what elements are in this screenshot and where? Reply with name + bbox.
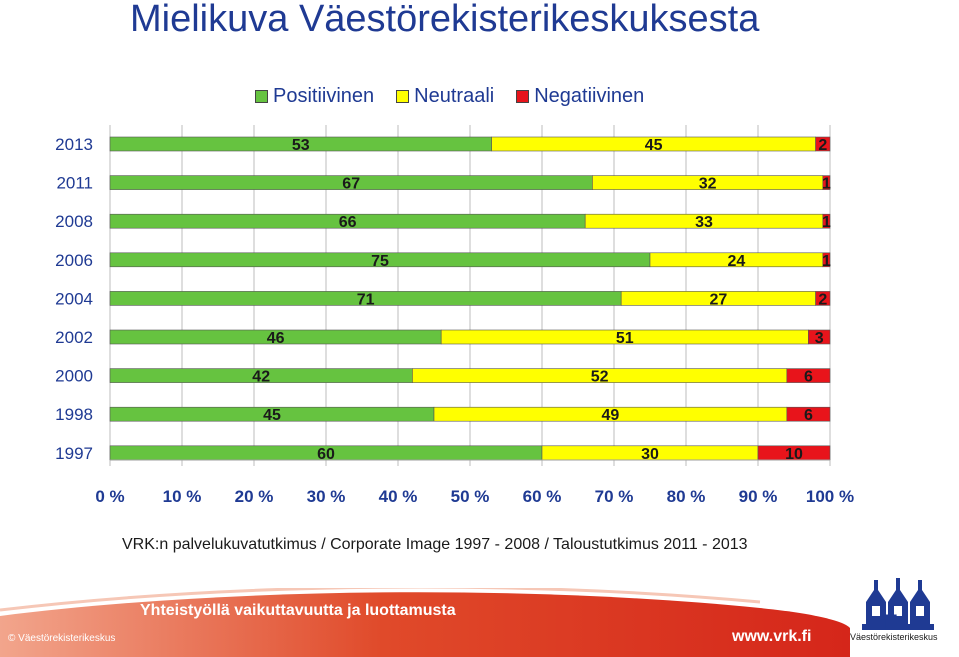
data-label-positive: 71 <box>357 291 375 308</box>
logo-caption: Väestörekisterikeskus <box>850 632 938 642</box>
legend-swatch-neutral <box>396 89 410 103</box>
data-label-neutral: 24 <box>728 253 746 270</box>
data-label-neutral: 49 <box>602 407 620 424</box>
bar-segment-negative <box>815 291 831 306</box>
chart-legend: Positiivinen Neutraali Negatiivinen <box>255 83 644 109</box>
bar-segment-negative <box>786 368 831 383</box>
bar-segment-negative <box>786 406 831 422</box>
x-tick-label: 40 % <box>379 487 418 506</box>
data-label-negative: 2 <box>818 137 827 154</box>
data-label-positive: 45 <box>263 407 281 424</box>
data-label-positive: 75 <box>371 253 389 270</box>
data-label-negative: 6 <box>804 369 813 386</box>
x-tick-label: 60 % <box>523 487 562 506</box>
data-label-neutral: 51 <box>616 330 634 347</box>
category-label: 2013 <box>55 135 93 154</box>
legend-item-neutral: Neutraali <box>396 85 494 108</box>
legend-item-negative: Negatiivinen <box>516 85 644 108</box>
category-label: 2011 <box>56 174 93 193</box>
footer-slogan: Yhteistyöllä vaikuttavuutta ja luottamus… <box>140 602 456 619</box>
x-tick-label: 10 % <box>163 487 202 506</box>
data-label-neutral: 30 <box>641 446 659 463</box>
data-label-negative: 3 <box>815 330 824 347</box>
x-tick-label: 0 % <box>95 487 124 506</box>
legend-swatch-negative <box>516 89 530 103</box>
legend-label-neutral: Neutraali <box>414 84 495 107</box>
data-label-negative: 10 <box>785 446 803 463</box>
x-tick-label: 20 % <box>235 487 274 506</box>
data-label-negative: 1 <box>822 176 831 193</box>
x-tick-label: 90 % <box>739 487 778 506</box>
bar-segment-negative <box>815 136 831 152</box>
category-label: 2000 <box>55 367 93 386</box>
data-label-positive: 46 <box>267 330 285 347</box>
footer-background <box>0 588 850 657</box>
bar-segment-negative <box>822 213 831 229</box>
bar-segment-negative <box>822 252 831 268</box>
data-label-neutral: 45 <box>645 137 663 154</box>
data-label-positive: 42 <box>252 369 270 386</box>
data-label-positive: 67 <box>342 176 360 193</box>
data-label-negative: 2 <box>818 291 827 308</box>
footer-copyright: © Väestörekisterikeskus <box>8 633 116 644</box>
category-label: 1997 <box>55 444 93 463</box>
page-title: Mielikuva Väestörekisterikeskuksesta <box>130 0 760 40</box>
data-label-positive: 53 <box>292 137 310 154</box>
data-label-negative: 6 <box>804 407 813 424</box>
bar-segment-negative <box>808 329 831 345</box>
category-label: 1998 <box>55 405 93 424</box>
x-tick-label: 30 % <box>307 487 346 506</box>
data-label-neutral: 32 <box>699 176 717 193</box>
vrk-logo: F <box>862 578 934 635</box>
data-label-positive: 66 <box>339 214 357 231</box>
x-tick-label: 80 % <box>667 487 706 506</box>
data-label-neutral: 33 <box>695 214 713 231</box>
legend-item-positive: Positiivinen <box>255 85 374 108</box>
x-tick-label: 50 % <box>451 487 490 506</box>
category-label: 2006 <box>55 251 93 270</box>
legend-swatch-positive <box>255 89 268 103</box>
footer-website-link[interactable]: www.vrk.fi <box>732 628 812 645</box>
data-label-negative: 1 <box>822 214 831 231</box>
source-note: VRK:n palvelukuvatutkimus / Corporate Im… <box>122 536 748 553</box>
category-label: 2008 <box>55 212 93 231</box>
category-label: 2004 <box>55 289 93 308</box>
data-label-negative: 1 <box>822 253 831 270</box>
svg-text:F: F <box>884 610 897 635</box>
legend-label-positive: Positiivinen <box>273 84 375 107</box>
bar-segment-negative <box>822 175 831 190</box>
x-tick-label: 70 % <box>595 487 634 506</box>
data-label-neutral: 27 <box>710 291 728 308</box>
footer-banner: Yhteistyöllä vaikuttavuutta ja luottamus… <box>0 588 959 657</box>
x-tick-label: 100 % <box>806 487 854 506</box>
data-label-positive: 60 <box>317 446 335 463</box>
data-label-neutral: 52 <box>591 369 609 386</box>
category-label: 2002 <box>55 328 93 347</box>
legend-label-negative: Negatiivinen <box>534 84 645 107</box>
